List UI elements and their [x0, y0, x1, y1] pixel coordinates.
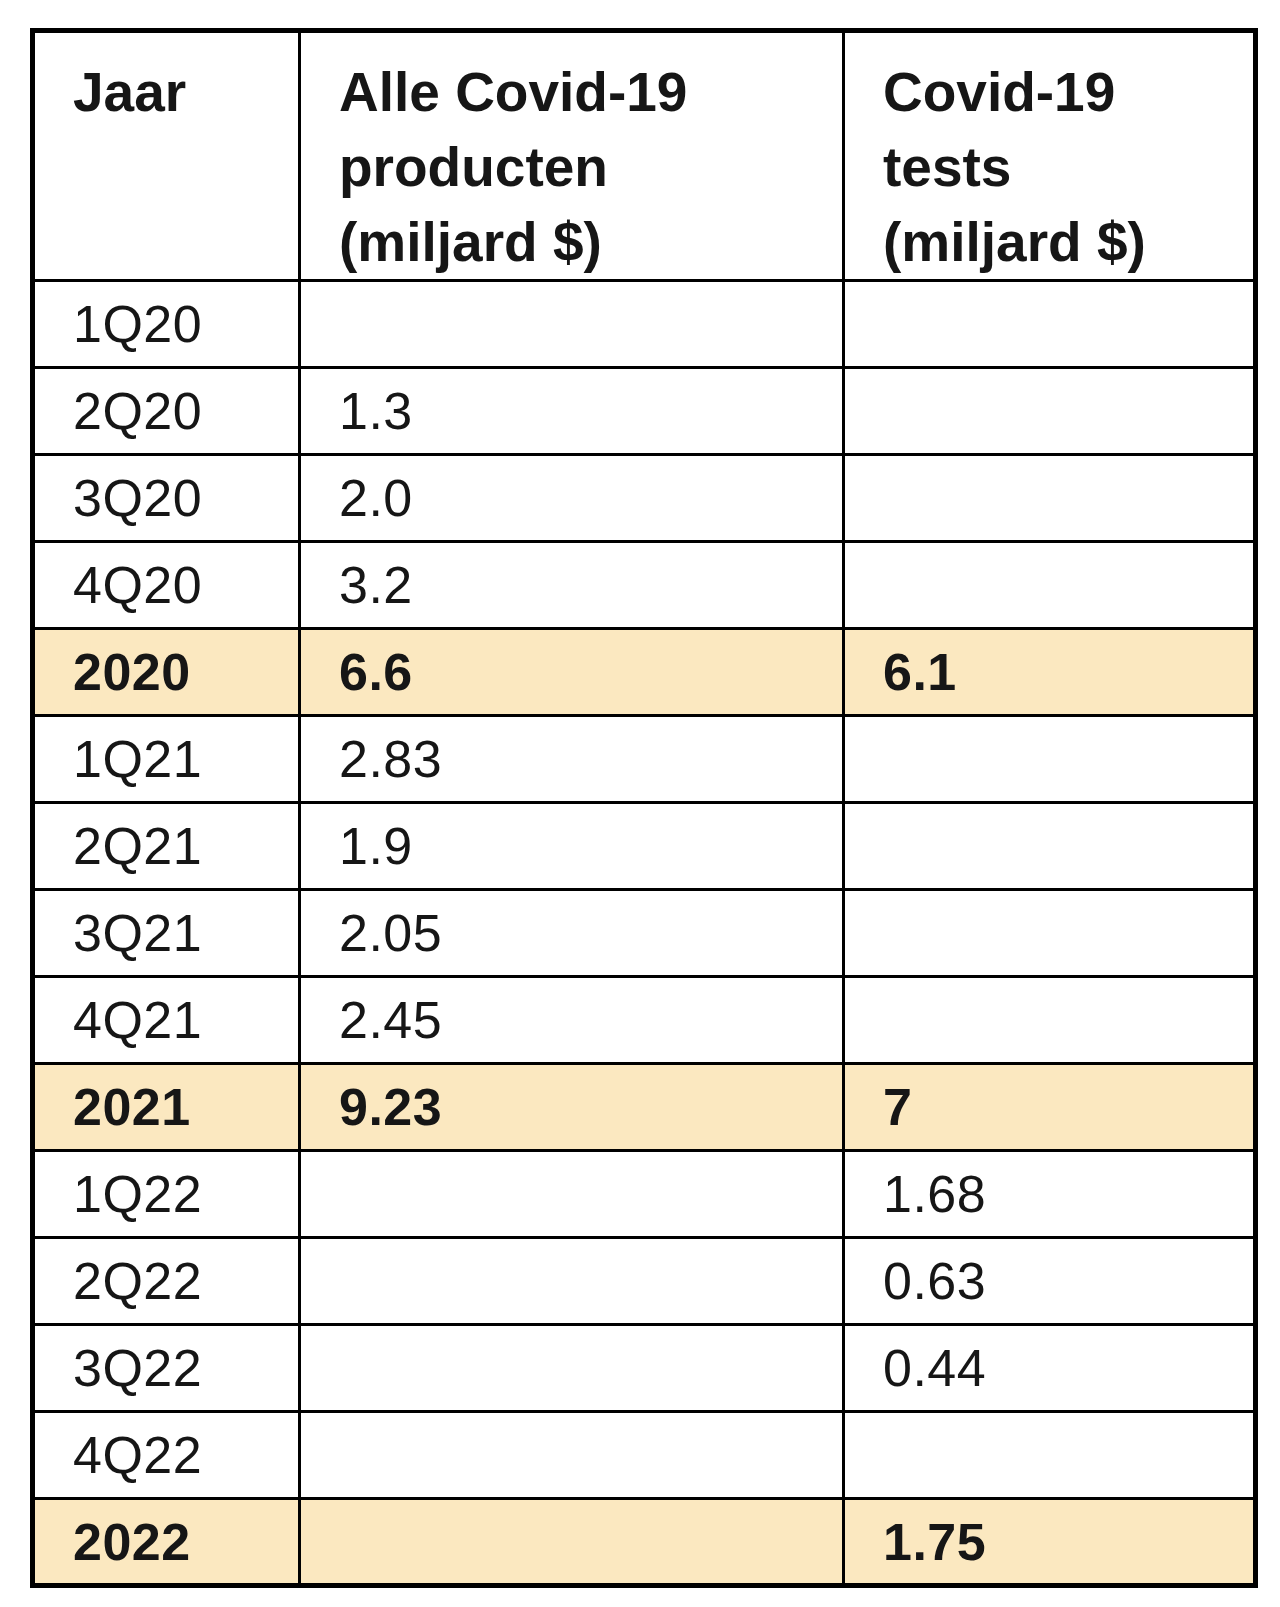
- year-cell: 2Q22: [33, 1238, 300, 1325]
- tests-value-cell: 1.68: [844, 1151, 1256, 1238]
- tests-value-cell: 1.75: [844, 1499, 1256, 1586]
- column-header-producten: Alle Covid-19 producten (miljard $): [300, 31, 844, 281]
- table-body: 1Q20 2Q20 1.3 3Q20 2.0 4Q20 3.2 2020 6.6…: [33, 281, 1256, 1586]
- header-row: Jaar Alle Covid-19 producten (miljard $)…: [33, 31, 1256, 281]
- products-value-cell: [300, 1325, 844, 1412]
- tests-value-cell: [844, 716, 1256, 803]
- tests-value-cell: [844, 368, 1256, 455]
- year-cell: 4Q21: [33, 977, 300, 1064]
- tests-value-cell: 0.44: [844, 1325, 1256, 1412]
- table-row: 2Q20 1.3: [33, 368, 1256, 455]
- column-header-jaar: Jaar: [33, 31, 300, 281]
- table-row: 1Q22 1.68: [33, 1151, 1256, 1238]
- products-value-cell: 3.2: [300, 542, 844, 629]
- covid-revenue-table-container: Jaar Alle Covid-19 producten (miljard $)…: [30, 28, 1258, 1588]
- tests-value-cell: [844, 890, 1256, 977]
- table-row: 3Q20 2.0: [33, 455, 1256, 542]
- table-row: 1Q20: [33, 281, 1256, 368]
- products-value-cell: 2.05: [300, 890, 844, 977]
- year-cell: 2022: [33, 1499, 300, 1586]
- products-value-cell: [300, 1499, 844, 1586]
- year-cell: 3Q21: [33, 890, 300, 977]
- tests-value-cell: [844, 542, 1256, 629]
- year-cell: 3Q20: [33, 455, 300, 542]
- tests-value-cell: [844, 455, 1256, 542]
- table-row: 4Q21 2.45: [33, 977, 1256, 1064]
- tests-value-cell: 0.63: [844, 1238, 1256, 1325]
- table-row: 4Q22: [33, 1412, 1256, 1499]
- tests-value-cell: [844, 803, 1256, 890]
- products-value-cell: [300, 1151, 844, 1238]
- table-row: 2Q22 0.63: [33, 1238, 1256, 1325]
- table-row-year-total: 2020 6.6 6.1: [33, 629, 1256, 716]
- year-cell: 2Q20: [33, 368, 300, 455]
- table-row: 2Q21 1.9: [33, 803, 1256, 890]
- year-cell: 1Q20: [33, 281, 300, 368]
- products-value-cell: [300, 1238, 844, 1325]
- tests-value-cell: 6.1: [844, 629, 1256, 716]
- table-row-year-total: 2022 1.75: [33, 1499, 1256, 1586]
- table-row: 4Q20 3.2: [33, 542, 1256, 629]
- column-header-tests: Covid-19 tests (miljard $): [844, 31, 1256, 281]
- tests-value-cell: [844, 281, 1256, 368]
- products-value-cell: 2.83: [300, 716, 844, 803]
- products-value-cell: [300, 1412, 844, 1499]
- table-row: 1Q21 2.83: [33, 716, 1256, 803]
- products-value-cell: [300, 281, 844, 368]
- covid-revenue-table: Jaar Alle Covid-19 producten (miljard $)…: [30, 28, 1258, 1588]
- products-value-cell: 1.3: [300, 368, 844, 455]
- table-header: Jaar Alle Covid-19 producten (miljard $)…: [33, 31, 1256, 281]
- products-value-cell: 9.23: [300, 1064, 844, 1151]
- tests-value-cell: [844, 1412, 1256, 1499]
- year-cell: 4Q20: [33, 542, 300, 629]
- products-value-cell: 1.9: [300, 803, 844, 890]
- year-cell: 2021: [33, 1064, 300, 1151]
- year-cell: 4Q22: [33, 1412, 300, 1499]
- products-value-cell: 2.0: [300, 455, 844, 542]
- table-row: 3Q21 2.05: [33, 890, 1256, 977]
- table-row: 3Q22 0.44: [33, 1325, 1256, 1412]
- year-cell: 3Q22: [33, 1325, 300, 1412]
- year-cell: 2020: [33, 629, 300, 716]
- table-row-year-total: 2021 9.23 7: [33, 1064, 1256, 1151]
- tests-value-cell: [844, 977, 1256, 1064]
- year-cell: 1Q21: [33, 716, 300, 803]
- year-cell: 1Q22: [33, 1151, 300, 1238]
- tests-value-cell: 7: [844, 1064, 1256, 1151]
- products-value-cell: 2.45: [300, 977, 844, 1064]
- products-value-cell: 6.6: [300, 629, 844, 716]
- year-cell: 2Q21: [33, 803, 300, 890]
